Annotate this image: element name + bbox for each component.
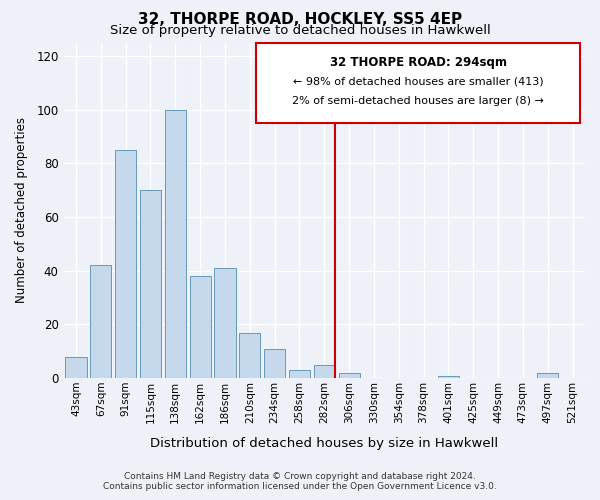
Text: Contains HM Land Registry data © Crown copyright and database right 2024.: Contains HM Land Registry data © Crown c… <box>124 472 476 481</box>
Bar <box>239 332 260 378</box>
Bar <box>338 373 359 378</box>
Bar <box>314 365 335 378</box>
X-axis label: Distribution of detached houses by size in Hawkwell: Distribution of detached houses by size … <box>150 437 499 450</box>
Text: 32 THORPE ROAD: 294sqm: 32 THORPE ROAD: 294sqm <box>329 56 506 69</box>
Bar <box>165 110 186 378</box>
Bar <box>264 348 285 378</box>
Bar <box>190 276 211 378</box>
Text: 32, THORPE ROAD, HOCKLEY, SS5 4EP: 32, THORPE ROAD, HOCKLEY, SS5 4EP <box>138 12 462 28</box>
Bar <box>115 150 136 378</box>
Bar <box>438 376 459 378</box>
Text: ← 98% of detached houses are smaller (413): ← 98% of detached houses are smaller (41… <box>293 76 544 86</box>
Bar <box>537 373 559 378</box>
Bar <box>140 190 161 378</box>
Y-axis label: Number of detached properties: Number of detached properties <box>15 118 28 304</box>
Text: Contains public sector information licensed under the Open Government Licence v3: Contains public sector information licen… <box>103 482 497 491</box>
FancyBboxPatch shape <box>256 42 580 123</box>
Bar <box>289 370 310 378</box>
Text: 2% of semi-detached houses are larger (8) →: 2% of semi-detached houses are larger (8… <box>292 96 544 106</box>
Bar <box>90 266 112 378</box>
Bar <box>65 356 86 378</box>
Bar <box>214 268 236 378</box>
Text: Size of property relative to detached houses in Hawkwell: Size of property relative to detached ho… <box>110 24 490 37</box>
